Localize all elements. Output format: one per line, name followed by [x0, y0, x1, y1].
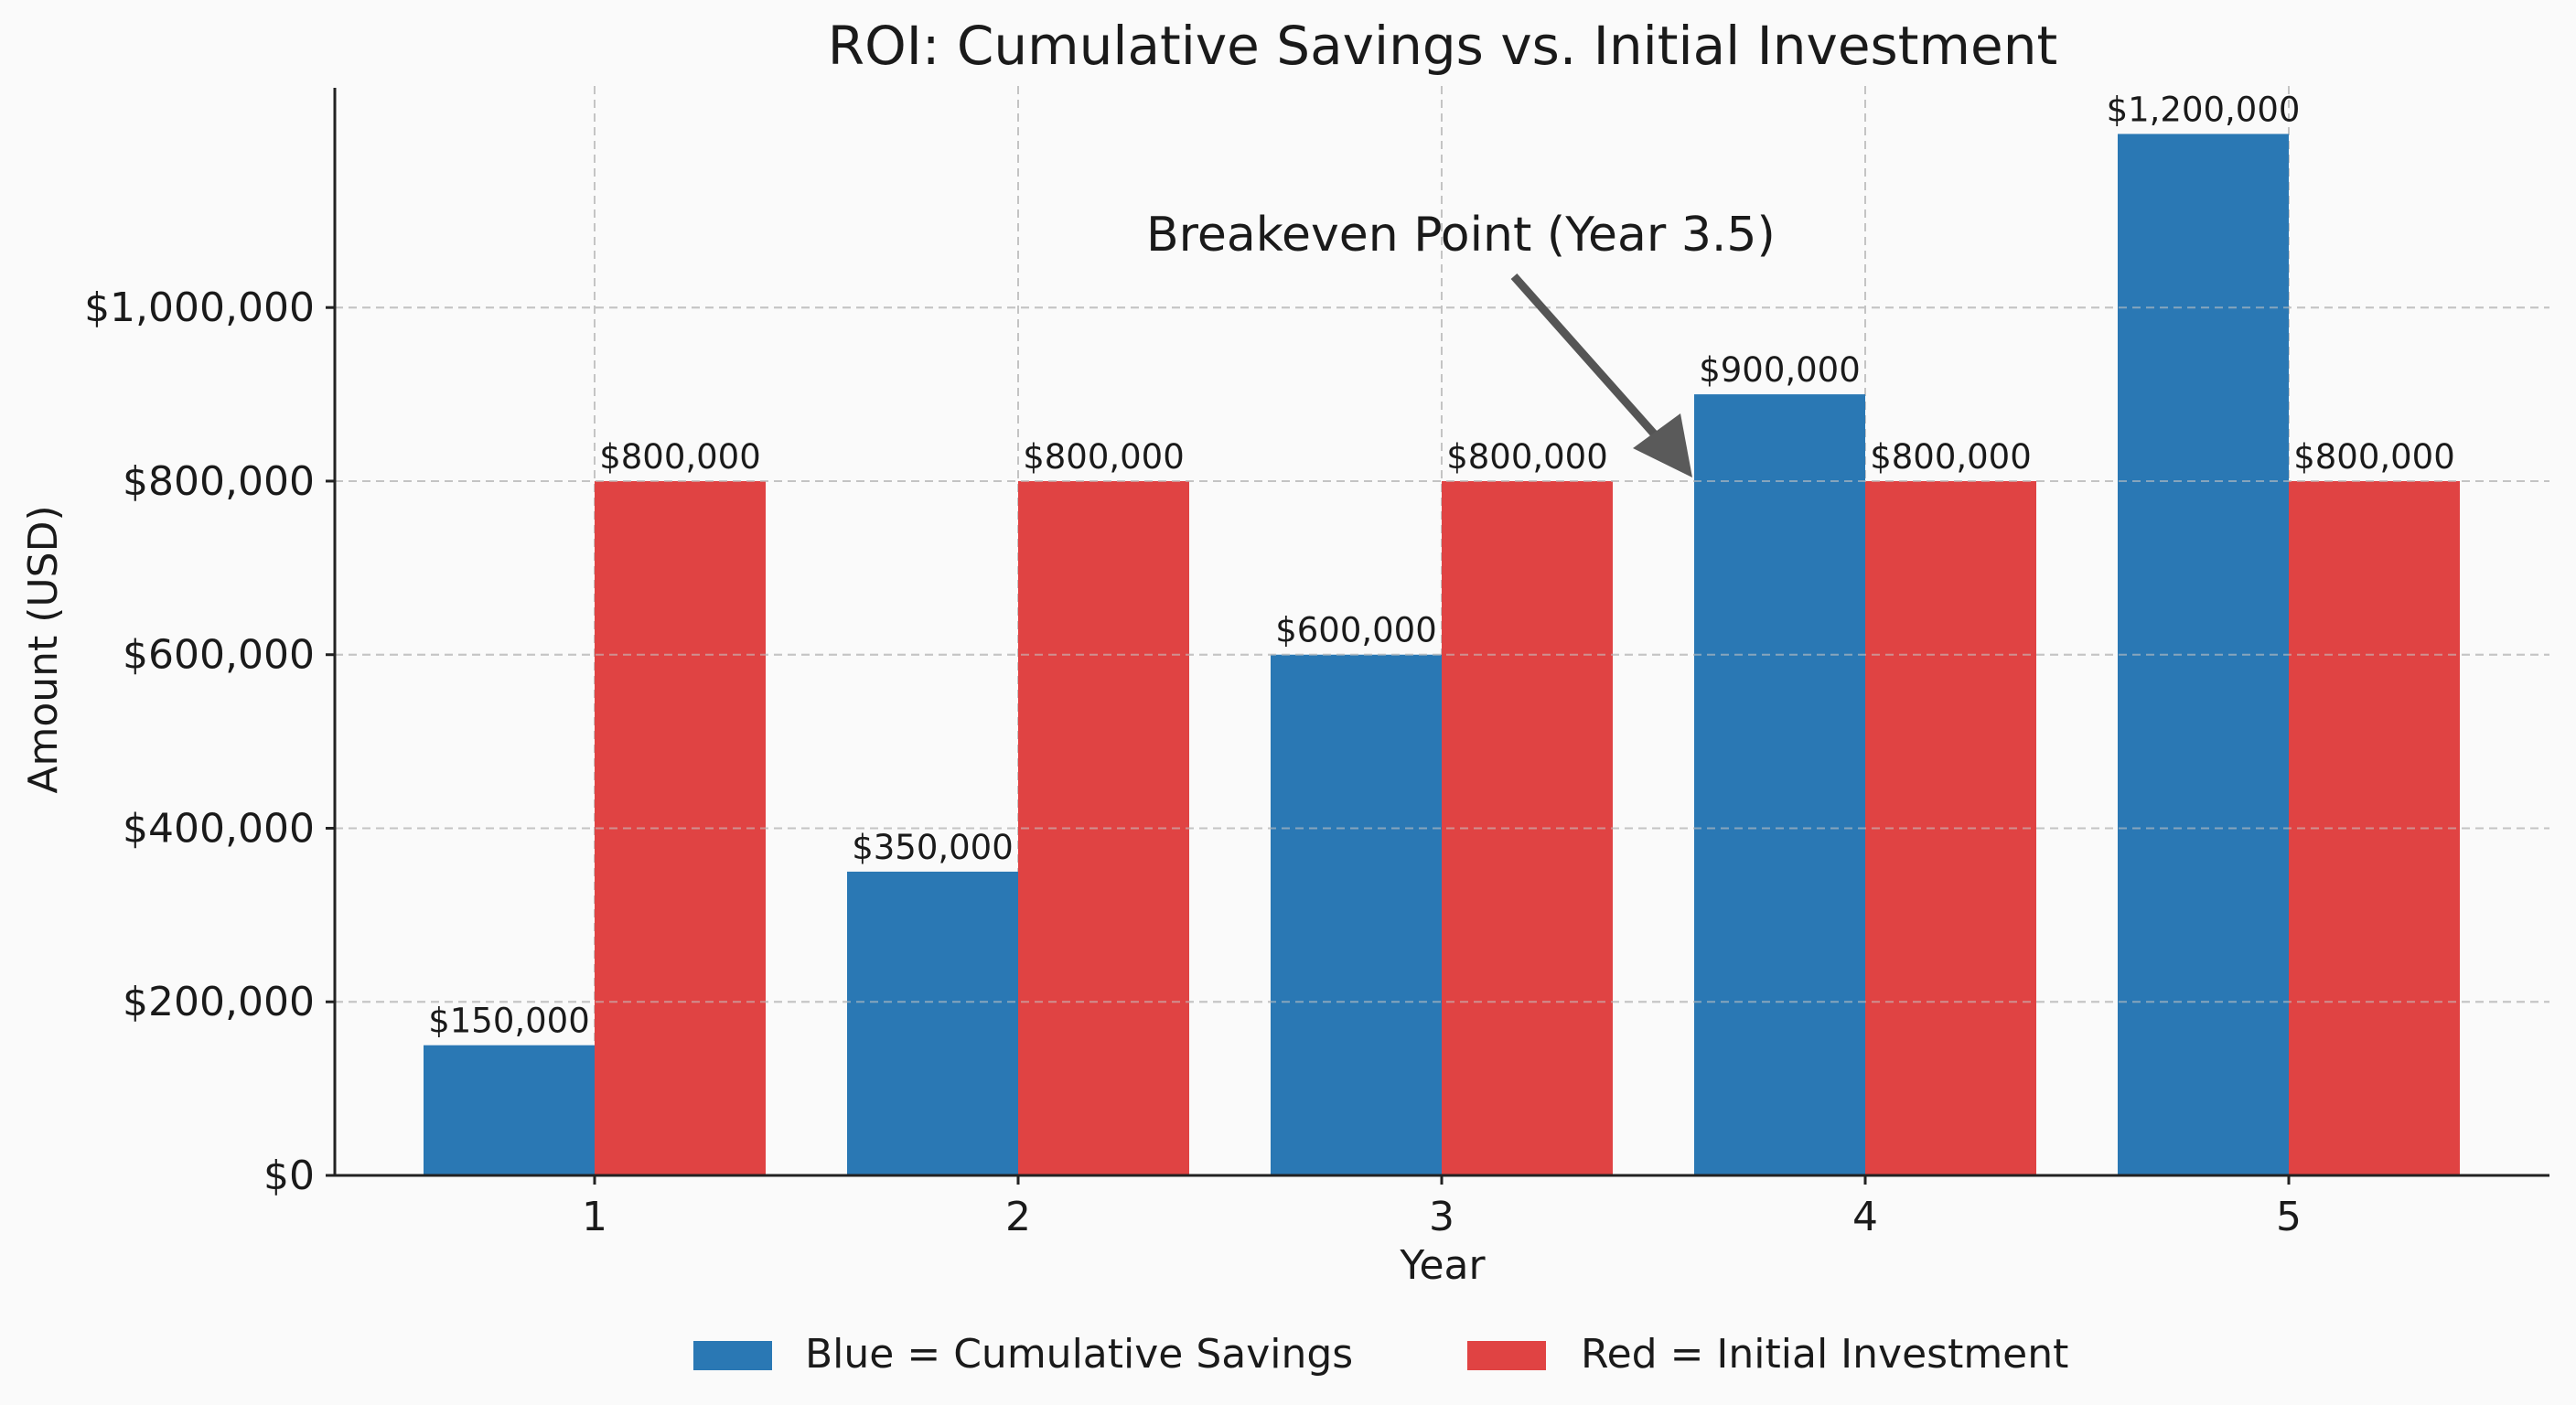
chart-title: ROI: Cumulative Savings vs. Initial Inve…	[828, 15, 2057, 77]
legend-label-savings: Blue = Cumulative Savings	[805, 1331, 1353, 1378]
bar-value-label: $1,200,000	[2107, 90, 2301, 129]
y-tick-label: $400,000	[123, 805, 315, 852]
bar-cumulative-savings	[1271, 654, 1442, 1175]
bar-value-label: $800,000	[1446, 437, 1608, 477]
y-tick-label: $200,000	[123, 979, 315, 1025]
y-ticks: $0 $200,000 $400,000 $600,000 $800,000 $1,000…	[84, 284, 335, 1199]
bar-value-label: $600,000	[1275, 611, 1437, 650]
x-ticks: 1 2 3 4 5	[582, 1175, 2302, 1240]
legend-label-investment: Red = Initial Investment	[1581, 1331, 2068, 1378]
x-tick-label: 3	[1429, 1194, 1454, 1240]
annotation-arrow-head-icon	[1633, 413, 1692, 477]
y-tick-label: $1,000,000	[84, 284, 315, 331]
legend-swatch-savings	[693, 1341, 772, 1370]
bar-value-label: $800,000	[599, 437, 761, 477]
breakeven-annotation: Breakeven Point (Year 3.5)	[1146, 208, 1776, 477]
annotation-arrow-shaft	[1510, 273, 1664, 444]
bar-cumulative-savings	[847, 871, 1018, 1175]
x-axis-label: Year	[1399, 1242, 1486, 1289]
x-tick-label: 2	[1005, 1194, 1031, 1240]
bar-initial-investment	[1865, 480, 2036, 1175]
bar-cumulative-savings	[424, 1045, 595, 1175]
y-tick-label: $800,000	[123, 458, 315, 505]
bar-cumulative-savings	[1694, 394, 1865, 1176]
bar-labels: $150,000 $350,000 $600,000 $900,000 $1,200,0…	[428, 90, 2455, 1040]
bar-value-label: $900,000	[1699, 350, 1861, 390]
x-tick-label: 5	[2276, 1194, 2302, 1240]
x-tick-label: 1	[582, 1194, 607, 1240]
legend: Blue = Cumulative Savings Red = Initial …	[693, 1331, 2068, 1378]
annotation-text: Breakeven Point (Year 3.5)	[1146, 208, 1776, 263]
bar-value-label: $350,000	[852, 828, 1014, 867]
y-tick-label: $600,000	[123, 632, 315, 679]
legend-swatch-investment	[1467, 1341, 1546, 1370]
y-tick-label: $0	[263, 1153, 315, 1199]
bar-value-label: $150,000	[428, 1002, 590, 1041]
bars	[335, 134, 2549, 1176]
bar-value-label: $800,000	[2293, 437, 2455, 477]
x-tick-label: 4	[1852, 1194, 1878, 1240]
y-axis-label: Amount (USD)	[20, 505, 67, 793]
bar-value-label: $800,000	[1023, 437, 1185, 477]
bar-value-label: $800,000	[1870, 437, 2032, 477]
